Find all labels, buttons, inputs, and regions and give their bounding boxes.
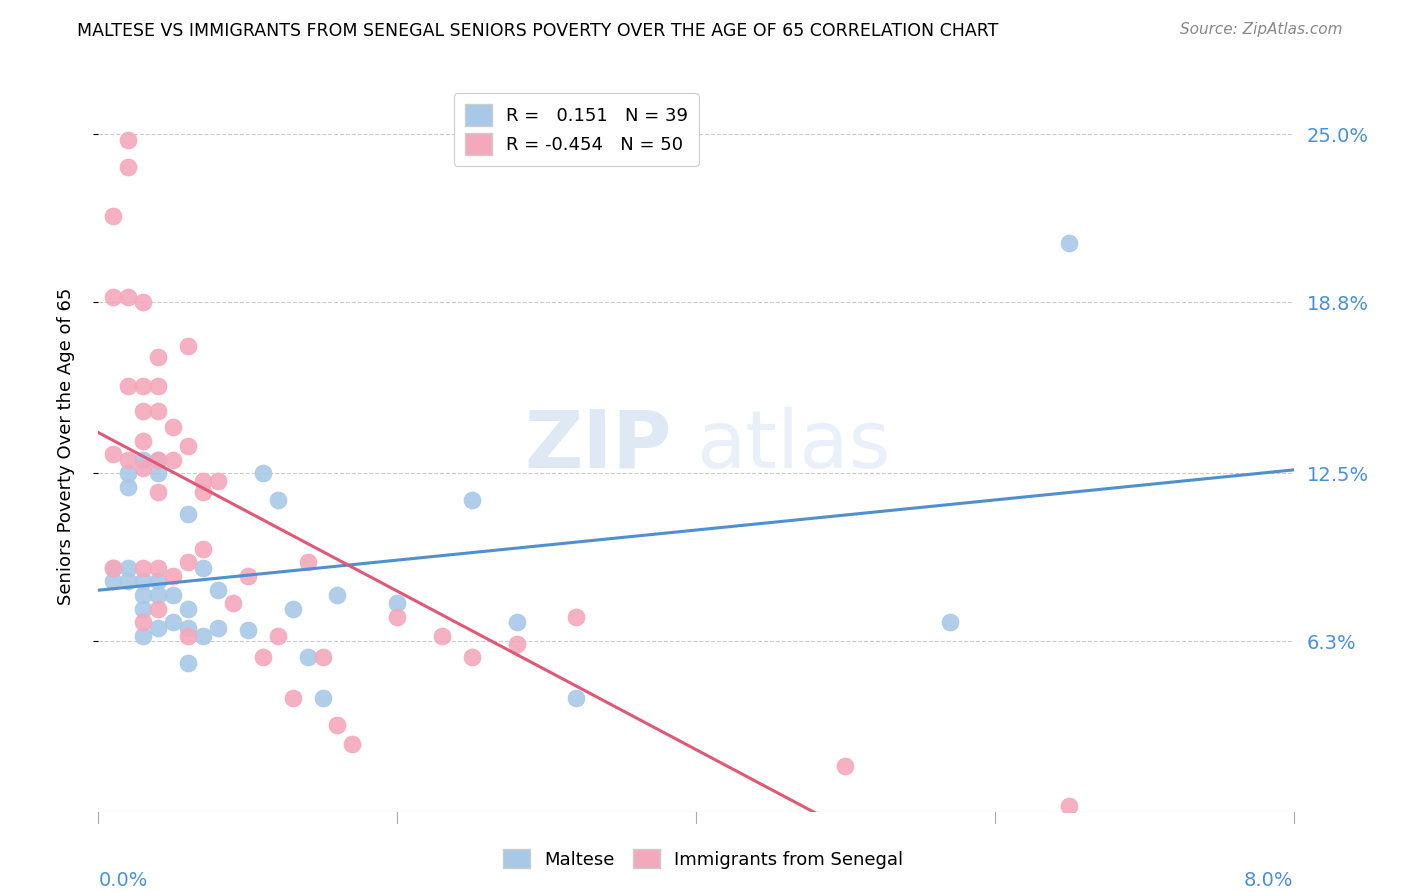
- Point: [177, 439, 200, 453]
- Point: [132, 574, 155, 589]
- Point: [177, 620, 200, 634]
- Point: [177, 507, 200, 521]
- Point: [132, 379, 155, 393]
- Point: [297, 556, 319, 570]
- Text: atlas: atlas: [696, 407, 890, 485]
- Point: [191, 485, 214, 500]
- Point: [103, 209, 125, 223]
- Point: [430, 629, 453, 643]
- Legend: Maltese, Immigrants from Senegal: Maltese, Immigrants from Senegal: [495, 842, 911, 876]
- Point: [177, 656, 200, 670]
- Point: [461, 493, 484, 508]
- Point: [281, 690, 304, 705]
- Point: [117, 561, 139, 575]
- Point: [148, 561, 170, 575]
- Point: [132, 588, 155, 602]
- Point: [385, 609, 409, 624]
- Point: [342, 737, 364, 751]
- Point: [461, 650, 484, 665]
- Point: [207, 620, 229, 634]
- Point: [385, 596, 409, 610]
- Text: ZIP: ZIP: [524, 407, 672, 485]
- Point: [939, 615, 962, 629]
- Point: [148, 452, 170, 467]
- Point: [103, 561, 125, 575]
- Point: [148, 404, 170, 418]
- Point: [132, 460, 155, 475]
- Point: [148, 588, 170, 602]
- Point: [207, 582, 229, 597]
- Point: [506, 637, 529, 651]
- Point: [834, 758, 856, 772]
- Point: [117, 466, 139, 480]
- Point: [162, 615, 184, 629]
- Y-axis label: Seniors Poverty Over the Age of 65: Seniors Poverty Over the Age of 65: [56, 287, 75, 605]
- Point: [117, 160, 139, 174]
- Point: [177, 601, 200, 615]
- Legend: R =   0.151   N = 39, R = -0.454   N = 50: R = 0.151 N = 39, R = -0.454 N = 50: [454, 93, 699, 166]
- Point: [103, 574, 125, 589]
- Point: [297, 650, 319, 665]
- Point: [117, 452, 139, 467]
- Text: 0.0%: 0.0%: [98, 871, 148, 890]
- Point: [565, 609, 588, 624]
- Point: [162, 452, 184, 467]
- Point: [177, 556, 200, 570]
- Point: [311, 650, 333, 665]
- Point: [326, 588, 349, 602]
- Point: [162, 420, 184, 434]
- Point: [103, 561, 125, 575]
- Point: [103, 290, 125, 304]
- Point: [103, 447, 125, 461]
- Point: [565, 690, 588, 705]
- Point: [117, 379, 139, 393]
- Point: [117, 133, 139, 147]
- Point: [132, 452, 155, 467]
- Point: [281, 601, 304, 615]
- Point: [148, 452, 170, 467]
- Point: [132, 434, 155, 448]
- Point: [236, 569, 259, 583]
- Text: 8.0%: 8.0%: [1244, 871, 1294, 890]
- Point: [191, 629, 214, 643]
- Point: [1059, 235, 1081, 250]
- Point: [252, 466, 274, 480]
- Point: [191, 561, 214, 575]
- Point: [162, 569, 184, 583]
- Point: [132, 601, 155, 615]
- Point: [236, 624, 259, 638]
- Point: [267, 493, 290, 508]
- Point: [117, 290, 139, 304]
- Point: [148, 379, 170, 393]
- Point: [177, 629, 200, 643]
- Point: [132, 615, 155, 629]
- Point: [326, 718, 349, 732]
- Point: [117, 480, 139, 494]
- Text: MALTESE VS IMMIGRANTS FROM SENEGAL SENIORS POVERTY OVER THE AGE OF 65 CORRELATIO: MALTESE VS IMMIGRANTS FROM SENEGAL SENIO…: [77, 22, 998, 40]
- Point: [148, 350, 170, 364]
- Point: [132, 404, 155, 418]
- Point: [311, 690, 333, 705]
- Text: Source: ZipAtlas.com: Source: ZipAtlas.com: [1180, 22, 1343, 37]
- Point: [506, 615, 529, 629]
- Point: [148, 485, 170, 500]
- Point: [191, 474, 214, 488]
- Point: [177, 339, 200, 353]
- Point: [162, 588, 184, 602]
- Point: [148, 601, 170, 615]
- Point: [117, 574, 139, 589]
- Point: [132, 295, 155, 310]
- Point: [222, 596, 245, 610]
- Point: [148, 466, 170, 480]
- Point: [148, 574, 170, 589]
- Point: [191, 541, 214, 556]
- Point: [1059, 799, 1081, 814]
- Point: [252, 650, 274, 665]
- Point: [132, 561, 155, 575]
- Point: [267, 629, 290, 643]
- Point: [132, 629, 155, 643]
- Point: [207, 474, 229, 488]
- Point: [148, 620, 170, 634]
